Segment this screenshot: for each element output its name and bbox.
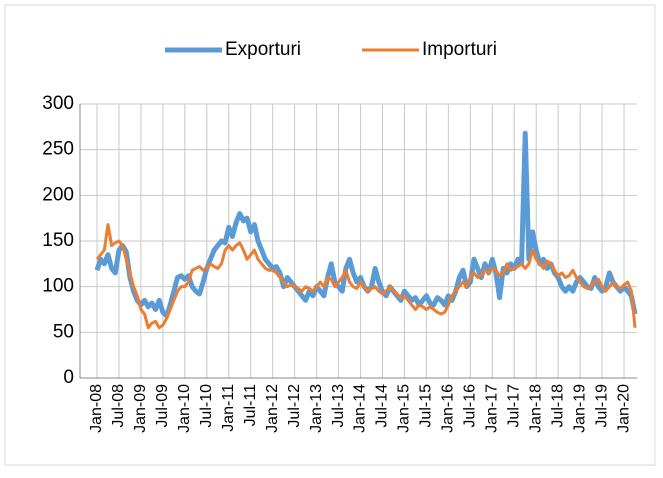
- x-tick-label: Jan-10: [176, 384, 193, 433]
- x-tick-label: Jul-13: [330, 384, 347, 428]
- x-tick-label: Jul-08: [110, 384, 127, 428]
- x-tick-label: Jul-16: [462, 384, 479, 428]
- x-tick-label: Jul-14: [374, 384, 391, 428]
- chart-border: [4, 4, 656, 466]
- x-tick-label: Jul-12: [286, 384, 303, 428]
- y-tick-label: 100: [42, 276, 74, 297]
- x-tick-label: Jan-16: [440, 384, 457, 433]
- legend-label: Exporturi: [225, 39, 301, 60]
- legend-label: Importuri: [422, 39, 497, 60]
- x-tick-label: Jan-08: [88, 384, 105, 433]
- y-tick-label: 250: [42, 139, 74, 160]
- x-tick-label: Jan-13: [308, 384, 325, 433]
- y-tick-label: 50: [53, 321, 74, 342]
- x-tick-label: Jan-14: [352, 384, 369, 433]
- series-line: [95, 223, 637, 330]
- y-tick-label: 150: [42, 230, 74, 251]
- x-tick-label: Jul-17: [505, 384, 522, 428]
- x-tick-label: Jan-09: [132, 384, 149, 433]
- x-tick-label: Jul-15: [418, 384, 435, 428]
- x-tick-label: Jan-18: [527, 384, 544, 433]
- x-tick-label: Jan-15: [396, 384, 413, 433]
- y-tick-label: 0: [63, 367, 74, 388]
- x-tick-label: Jan-17: [483, 384, 500, 433]
- y-tick-label: 300: [42, 93, 74, 114]
- x-tick-label: Jan-11: [220, 384, 237, 432]
- x-tick-label: Jul-11: [242, 384, 259, 426]
- y-tick-label: 200: [42, 184, 74, 205]
- x-tick-label: Jul-19: [593, 384, 610, 428]
- x-tick-label: Jan-20: [615, 384, 632, 433]
- x-tick-label: Jan-12: [264, 384, 281, 433]
- x-tick-label: Jan-19: [571, 384, 588, 433]
- x-tick-label: Jul-18: [549, 384, 566, 428]
- x-tick-label: Jul-10: [198, 384, 215, 428]
- x-tick-label: Jul-09: [154, 384, 171, 428]
